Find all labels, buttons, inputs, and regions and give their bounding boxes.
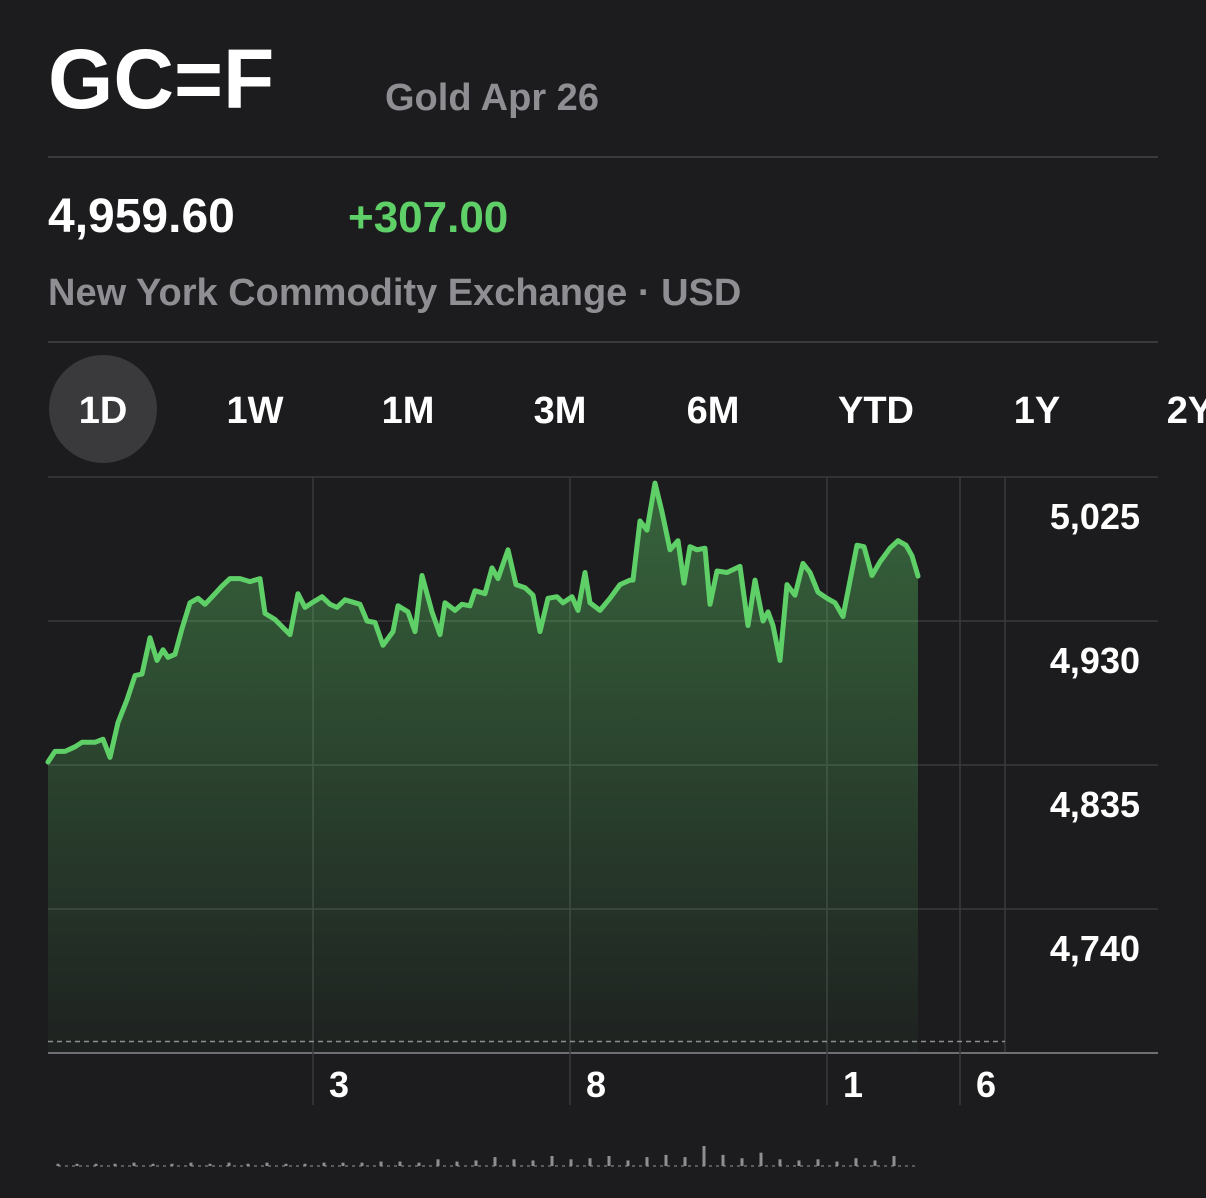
volume-bar (284, 1163, 288, 1166)
volume-bar (474, 1160, 478, 1166)
volume-bar (341, 1162, 345, 1166)
y-tick-label: 4,835 (1050, 784, 1140, 825)
volume-bar (588, 1158, 592, 1166)
volume-bar (265, 1162, 269, 1166)
volume-bar (569, 1159, 573, 1166)
volume-bar (455, 1161, 459, 1166)
volume-bar (94, 1163, 98, 1166)
volume-bar (740, 1158, 744, 1166)
volume-bar (702, 1146, 706, 1166)
range-tab[interactable]: 1W (227, 390, 284, 432)
area-fill (48, 483, 918, 1054)
volume-bar (550, 1156, 554, 1166)
volume-bar (417, 1162, 421, 1166)
volume-bar (322, 1162, 326, 1166)
change: +307.00 (348, 193, 508, 242)
range-tab[interactable]: 1Y (1014, 390, 1060, 432)
volume-bar (797, 1160, 801, 1166)
x-tick-label: 3 (329, 1064, 349, 1105)
volume-bar (151, 1163, 155, 1166)
volume-bar (512, 1159, 516, 1166)
volume-bar (398, 1161, 402, 1166)
x-tick-label: 6 (976, 1064, 996, 1105)
volume-bar (189, 1162, 193, 1166)
selected-range-bg (49, 355, 157, 463)
volume-bar (436, 1159, 440, 1166)
range-tab[interactable]: 1M (382, 390, 435, 432)
volume-bar (113, 1163, 117, 1166)
volume-bar (132, 1162, 136, 1166)
volume-bar (664, 1154, 668, 1166)
volume-bar (227, 1162, 231, 1166)
volume-bar (721, 1154, 725, 1166)
y-tick-label: 4,930 (1050, 640, 1140, 681)
chart: 5,025 4,930 4,835 4,740 3 8 1 6 (45, 476, 1158, 1167)
volume-bar (645, 1157, 649, 1166)
range-tab[interactable]: 3M (534, 390, 587, 432)
volume-bar (531, 1160, 535, 1166)
volume-bar (303, 1163, 307, 1166)
volume-bar (873, 1160, 877, 1166)
volume-bar (607, 1156, 611, 1166)
volume-bar (170, 1163, 174, 1166)
volume-bar (246, 1163, 250, 1166)
price-line (45, 480, 921, 765)
range-tabs: 1D 1W 1M 3M 6M YTD 1Y 2Y (49, 355, 1206, 463)
range-tab[interactable]: 2Y (1167, 390, 1206, 432)
y-tick-label: 4,740 (1050, 928, 1140, 969)
volume-bar (75, 1163, 79, 1166)
volume-bar (360, 1162, 364, 1166)
instrument-name: Gold Apr 26 (385, 77, 599, 119)
volume-bar (816, 1159, 820, 1166)
volume-bar (835, 1161, 839, 1166)
volume-bar (759, 1152, 763, 1166)
volume-bar (626, 1160, 630, 1166)
price: 4,959.60 (48, 190, 235, 243)
volume-bar (208, 1163, 212, 1166)
symbol: GC=F (48, 32, 274, 126)
range-tab[interactable]: 6M (687, 390, 740, 432)
volume-bar (683, 1157, 687, 1166)
y-tick-label: 5,025 (1050, 496, 1140, 537)
x-tick-label: 1 (843, 1064, 863, 1105)
x-tick-label: 8 (586, 1064, 606, 1105)
volume-bar (892, 1156, 896, 1166)
volume-bar (379, 1161, 383, 1166)
volume-bar (778, 1159, 782, 1166)
volume-bar (493, 1157, 497, 1166)
exchange: New York Commodity Exchange · USD (48, 272, 741, 314)
range-tab[interactable]: 1D (79, 390, 128, 432)
volume-bar (854, 1158, 858, 1166)
range-tab[interactable]: YTD (838, 390, 914, 432)
volume-bar (56, 1163, 60, 1166)
